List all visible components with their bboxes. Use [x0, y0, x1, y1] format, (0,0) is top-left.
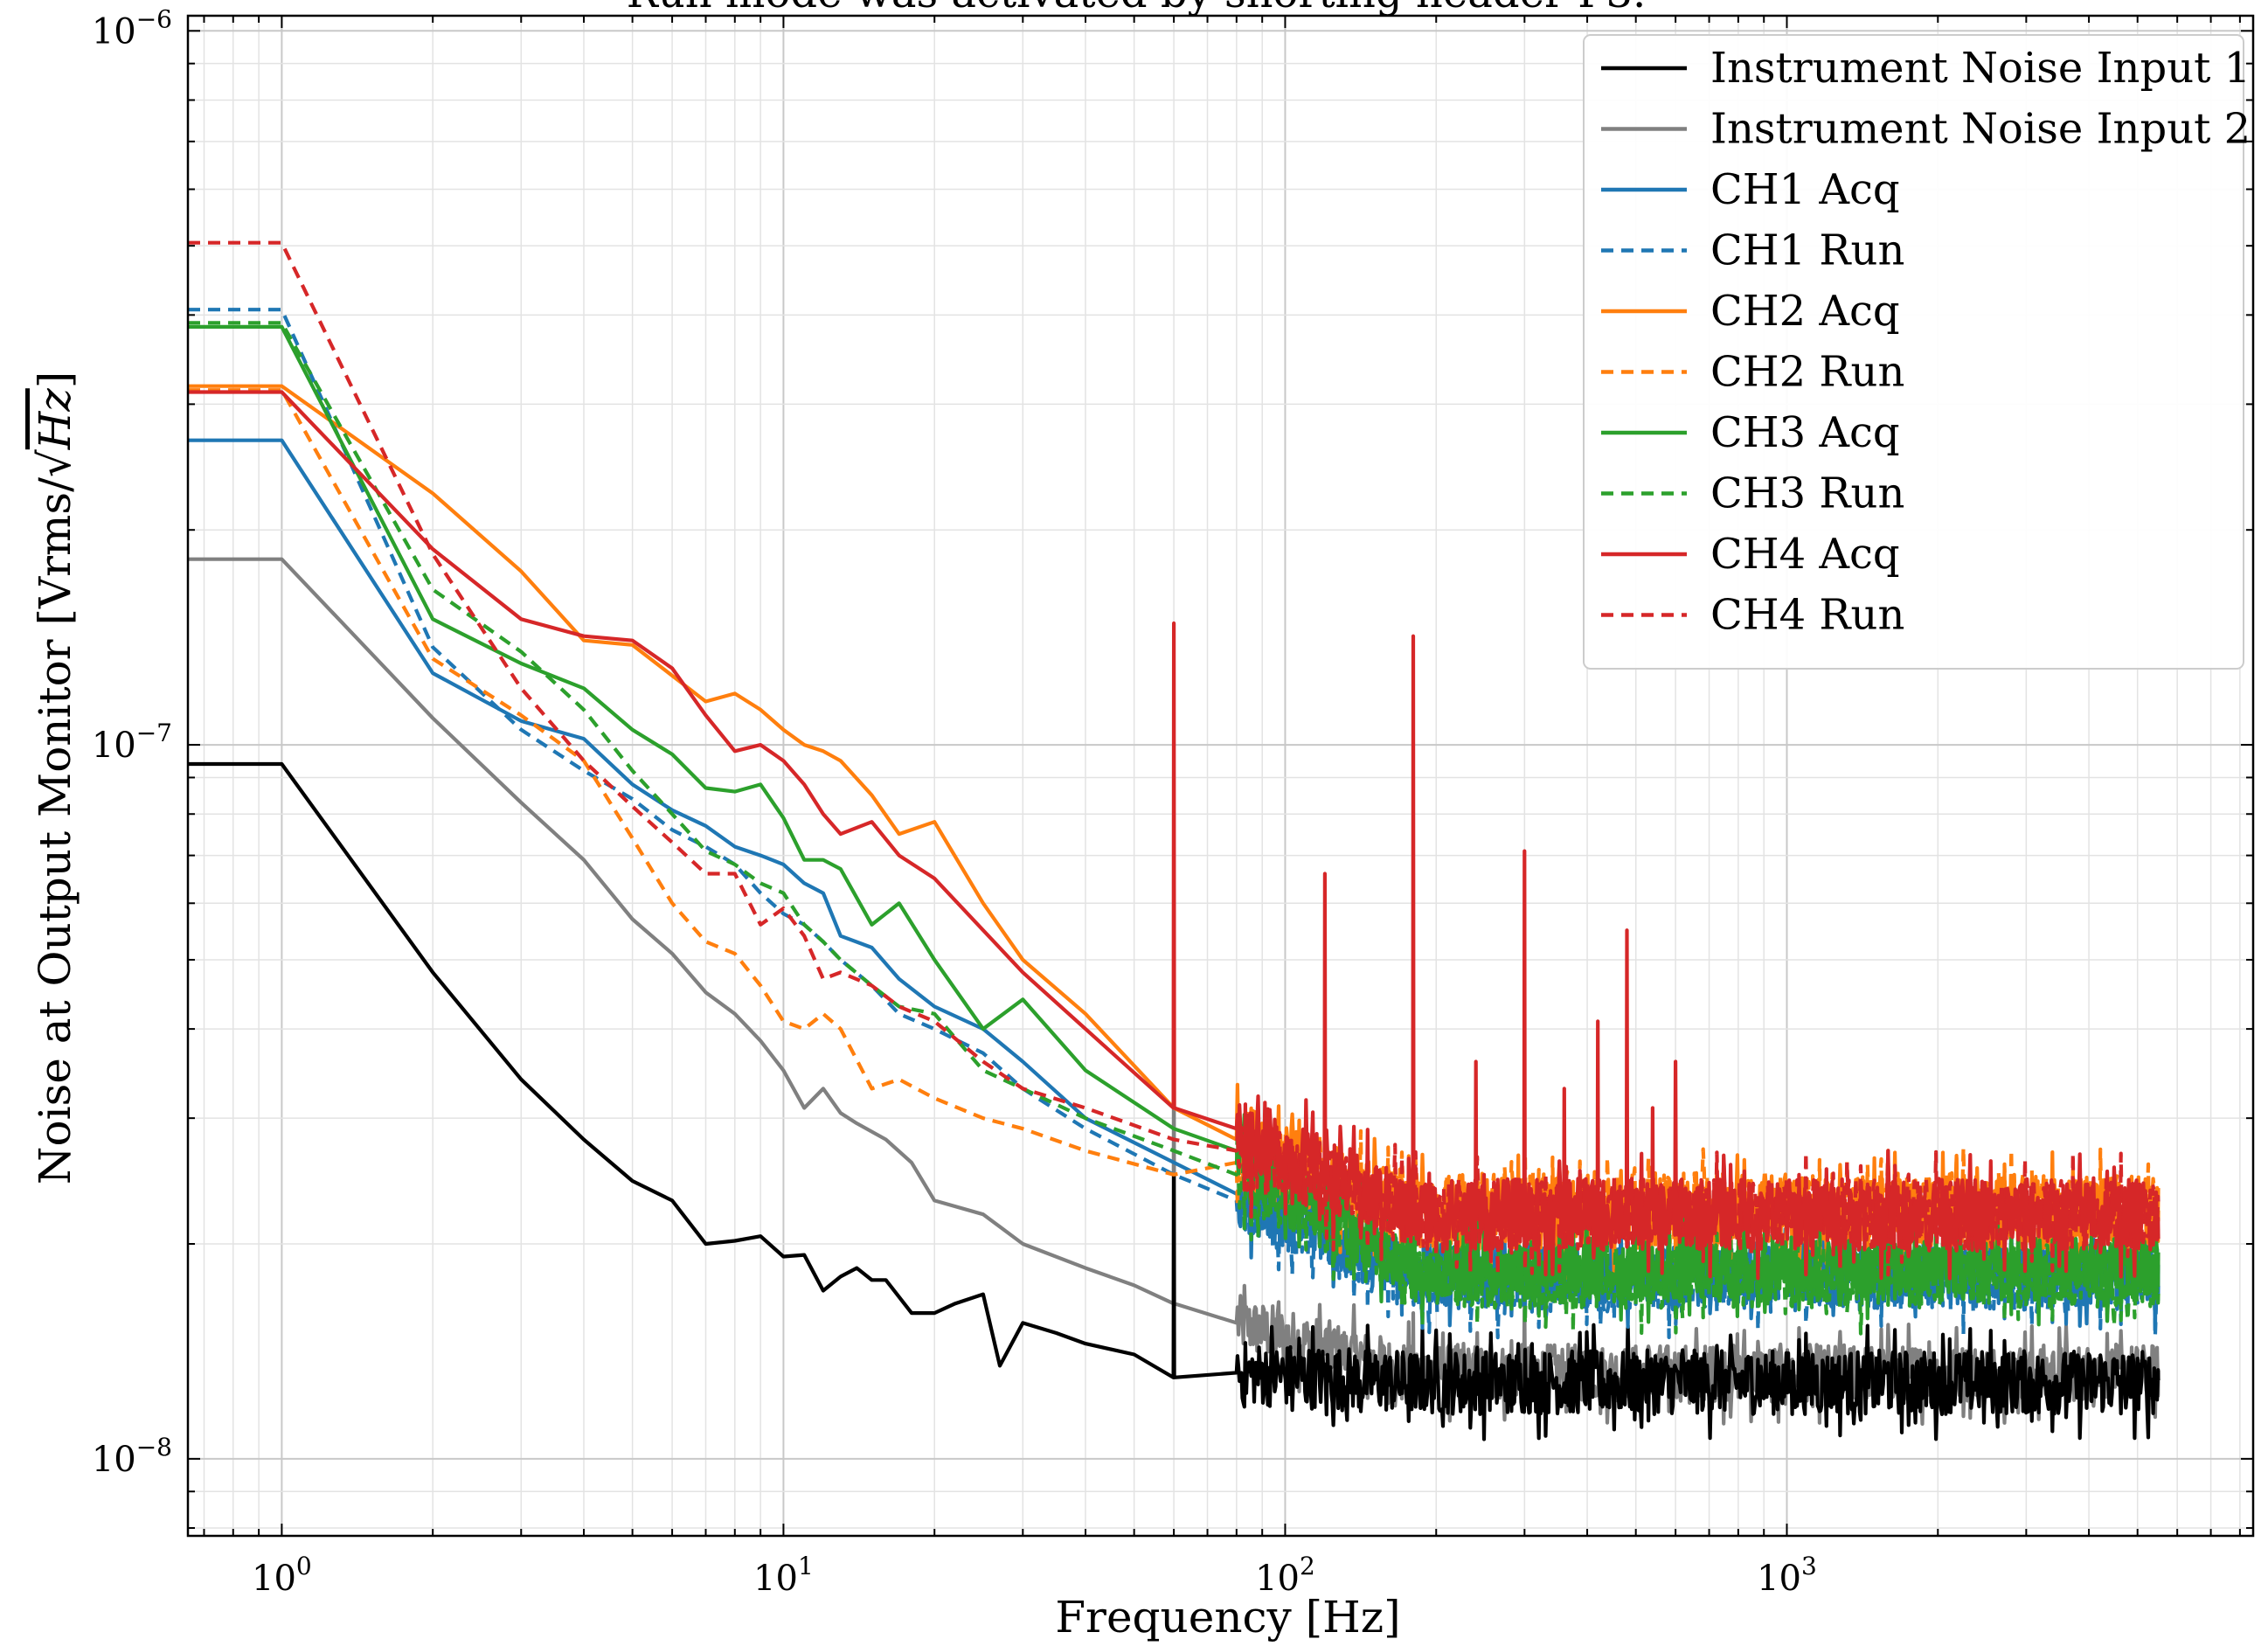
y-tick-label: 10−7 — [92, 719, 172, 766]
x-tick-label: 101 — [753, 1552, 814, 1599]
y-tick-label: 10−8 — [92, 1433, 172, 1480]
legend-label: CH3 Acq — [1710, 408, 1900, 457]
legend-label: CH2 Acq — [1710, 287, 1900, 336]
legend-box — [1583, 34, 2244, 670]
series-line-ch4-acq — [188, 390, 2160, 1281]
legend-label: CH4 Run — [1710, 591, 1904, 640]
x-tick-label: 102 — [1255, 1552, 1315, 1599]
legend: Instrument Noise Input 1 Instrument Noise… — [1583, 34, 2251, 670]
legend-label: CH1 Run — [1710, 226, 1904, 275]
chart-title: Run mode was activated by shorting heade… — [627, 0, 1647, 17]
legend-label: CH1 Acq — [1710, 165, 1900, 214]
legend-label: Instrument Noise Input 2 — [1710, 105, 2251, 154]
y-axis-label: Noise at Output Monitor [Vrms/√Hz] — [30, 372, 80, 1185]
legend-label: Instrument Noise Input 1 — [1710, 44, 2251, 93]
x-tick-label: 100 — [252, 1552, 312, 1599]
legend-label: CH2 Run — [1710, 348, 1904, 397]
y-axis-label-close: ] — [30, 372, 80, 389]
y-axis-label-root: √ — [30, 449, 80, 477]
axis-ticks: 100 101 102 103 10−8 10−7 10−6 — [92, 4, 2253, 1599]
plot-frame — [186, 14, 2255, 1538]
y-tick-label: 10−6 — [92, 4, 172, 52]
y-axis-label-radicand: Hz — [30, 388, 80, 451]
series-line-instrument-noise-input-1 — [188, 761, 2160, 1441]
legend-label: CH3 Run — [1710, 469, 1904, 518]
y-axis-label-main: Noise at Output Monitor [Vrms/ — [30, 477, 80, 1184]
series-group — [188, 240, 2160, 1441]
x-axis-label: Frequency [Hz] — [1055, 1592, 1400, 1643]
x-tick-label: 103 — [1757, 1552, 1817, 1599]
legend-label: CH4 Acq — [1710, 530, 1900, 579]
